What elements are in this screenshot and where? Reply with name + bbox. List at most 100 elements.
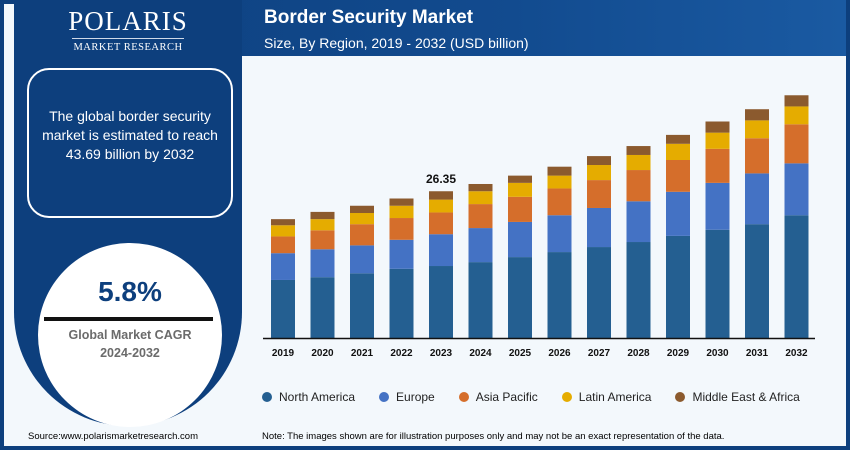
cagr-label: Global Market CAGR 2024-2032 [38,326,222,362]
bar-segment-latin-america-2021 [350,213,374,225]
bar-segment-latin-america-2022 [389,205,414,219]
bar-segment-north-america-2025 [508,257,532,338]
chart-title: Border Security Market [264,7,474,28]
legend-swatch-icon [262,392,272,402]
legend-item: North America [262,390,355,404]
bar-segment-asia-pacific-2020 [310,230,335,250]
bar-segment-north-america-2020 [310,277,335,338]
logo-divider [72,38,184,39]
bar-segment-middle-east-africa-2019 [271,219,295,226]
bar-segment-asia-pacific-2026 [547,188,572,216]
x-tick-label: 2022 [390,348,413,359]
x-tick-label: 2024 [469,348,492,359]
x-tick-label: 2026 [548,348,571,359]
bar-segment-europe-2027 [587,207,611,248]
bar-segment-middle-east-africa-2021 [350,205,374,214]
bar-segment-asia-pacific-2025 [508,196,532,222]
bar-segment-latin-america-2032 [784,106,809,125]
bar-segment-middle-east-africa-2023 [429,191,453,200]
market-estimate-text: The global border security market is est… [42,108,218,162]
legend-item: Europe [379,390,435,404]
bar-segment-europe-2030 [705,182,730,230]
bar-segment-asia-pacific-2022 [389,218,414,240]
bar-segment-europe-2024 [468,228,493,263]
x-tick-label: 2020 [311,348,334,359]
bar-segment-asia-pacific-2028 [626,170,651,202]
cagr-label-line2: 2024-2032 [100,346,160,360]
bar-segment-latin-america-2024 [468,191,493,205]
bar-segment-europe-2031 [745,173,769,225]
bar-segment-asia-pacific-2027 [587,180,611,208]
legend-swatch-icon [561,392,572,402]
bar-segment-middle-east-africa-2022 [389,198,414,206]
bar-segment-middle-east-africa-2029 [666,134,690,144]
brand-logo: POLARIS MARKET RESEARCH [14,6,242,53]
bar-segment-latin-america-2027 [587,165,611,181]
bar-segment-latin-america-2031 [745,120,769,139]
data-label: 26.35 [426,172,456,186]
bar-segment-north-america-2027 [587,247,611,338]
bar-segment-latin-america-2029 [666,143,690,160]
bar-segment-asia-pacific-2029 [666,159,690,192]
x-tick-label: 2019 [272,348,295,359]
bar-segment-latin-america-2026 [547,175,572,189]
bar-segment-north-america-2023 [429,266,453,338]
x-tick-label: 2023 [430,348,453,359]
brand-tagline: MARKET RESEARCH [73,42,183,53]
bar-segment-asia-pacific-2019 [271,236,295,254]
legend-swatch-icon [458,392,469,402]
bar-segment-middle-east-africa-2030 [705,121,730,133]
bar-segment-north-america-2028 [626,242,651,338]
bar-segment-middle-east-africa-2031 [745,109,769,121]
legend-label: Middle East & Africa [692,390,800,404]
bar-segment-middle-east-africa-2024 [468,183,493,192]
bar-segment-asia-pacific-2030 [705,148,730,183]
x-tick-label: 2027 [588,348,611,359]
legend-item: Latin America [561,390,652,404]
bar-segment-north-america-2021 [350,273,374,338]
bar-segment-europe-2021 [350,245,374,274]
bar-segment-europe-2020 [310,249,335,278]
legend-item: Middle East & Africa [675,390,800,404]
bar-segment-europe-2025 [508,221,532,258]
bar-segment-middle-east-africa-2026 [547,166,572,176]
bar-segment-europe-2023 [429,234,453,267]
bar-segment-asia-pacific-2032 [784,124,809,164]
x-tick-label: 2028 [627,348,650,359]
x-tick-label: 2029 [667,348,690,359]
bar-segment-europe-2028 [626,201,651,243]
bar-segment-asia-pacific-2021 [350,224,374,246]
bar-segment-north-america-2031 [745,224,769,338]
legend-label: Latin America [578,390,652,404]
bar-segment-middle-east-africa-2028 [626,146,651,155]
legend-label: Europe [396,390,435,404]
chart-subtitle: Size, By Region, 2019 - 2032 (USD billio… [264,35,529,51]
legend-item: Asia Pacific [458,390,538,404]
bar-segment-europe-2029 [666,191,690,236]
source-text: Source:www.polarismarketresearch.com [28,431,199,442]
bar-segment-europe-2026 [547,215,572,253]
bar-segment-asia-pacific-2023 [429,212,453,235]
legend-label: Asia Pacific [475,390,538,404]
x-tick-label: 2021 [351,348,374,359]
chart-legend: North America Europe Asia Pacific Latin Ame… [262,390,824,404]
cagr-label-line1: Global Market CAGR [68,328,192,342]
bar-segment-middle-east-africa-2032 [784,95,809,107]
x-tick-label: 2032 [785,348,808,359]
bar-segment-latin-america-2023 [429,199,453,213]
bar-segment-north-america-2022 [389,268,414,338]
bar-segment-latin-america-2020 [310,219,335,231]
bar-segment-north-america-2019 [271,279,295,338]
x-tick-label: 2025 [509,348,532,359]
bar-segment-europe-2032 [784,163,809,216]
bar-segment-latin-america-2019 [271,225,295,237]
bar-segment-middle-east-africa-2020 [310,211,335,220]
cagr-circle: 5.8% Global Market CAGR 2024-2032 [38,243,222,427]
bar-segment-middle-east-africa-2025 [508,175,532,183]
cagr-value: 5.8% [98,276,162,307]
bar-segment-north-america-2030 [705,229,730,338]
bar-segment-latin-america-2025 [508,182,532,197]
disclaimer-note: Note: The images shown are for illustrat… [262,431,725,442]
bar-segment-europe-2019 [271,253,295,280]
